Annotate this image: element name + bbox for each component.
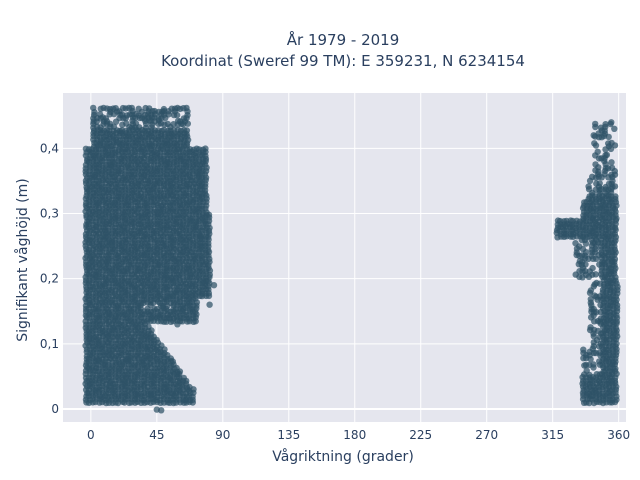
scatter-point [96, 111, 104, 118]
scatter-point [210, 282, 218, 289]
scatter-point [611, 125, 618, 132]
y-tick-label: 0,2 [40, 272, 59, 286]
scatter-point [594, 327, 602, 335]
scatter-point [589, 264, 596, 272]
grid [63, 93, 626, 422]
scatter-point [594, 148, 601, 155]
scatter-point [146, 105, 153, 112]
scatter-points [82, 104, 621, 414]
scatter-point [206, 301, 213, 308]
scatter-point [608, 159, 615, 166]
scatter-point [202, 145, 209, 152]
x-tick-label: 270 [475, 428, 498, 442]
x-tick-label: 45 [149, 428, 164, 442]
scatter-point [164, 120, 171, 128]
scatter-point [180, 374, 187, 382]
y-tick-label: 0,4 [40, 141, 59, 155]
scatter-point [583, 367, 590, 374]
scatter-point [128, 104, 135, 112]
y-tick-label: 0 [51, 402, 59, 416]
x-tick-label: 180 [343, 428, 366, 442]
scatter-point [596, 180, 603, 187]
scatter-point [174, 321, 181, 328]
scatter-point [592, 161, 599, 168]
scatter-point [590, 132, 597, 139]
scatter-point [608, 119, 615, 126]
scatter-point [160, 105, 168, 113]
x-tick-label: 135 [277, 428, 300, 442]
x-tick-labels: 0 45 90 135 180 225 270 315 360 [87, 428, 630, 442]
scatter-point [572, 240, 579, 247]
scatter-point [592, 120, 599, 128]
scatter-point [580, 346, 587, 353]
x-tick-label: 90 [215, 428, 230, 442]
y-tick-label: 0,1 [40, 337, 59, 351]
x-tick-label: 315 [541, 428, 564, 442]
y-axis-label: Signifikant våghöjd (m) [14, 178, 31, 341]
scatter-point [585, 183, 592, 190]
scatter-point [612, 193, 619, 200]
scatter-point [592, 271, 599, 278]
scatter-point [608, 139, 615, 147]
scatter-point [123, 120, 130, 127]
scatter-point [165, 314, 172, 321]
y-tick-label: 0,3 [40, 207, 59, 221]
scatter-point [608, 164, 616, 172]
x-axis-label: Vågriktning (grader) [272, 448, 414, 465]
scatter-point [183, 127, 191, 134]
scatter-point [158, 407, 165, 414]
scatter-point [590, 361, 597, 368]
scatter-point [603, 151, 611, 159]
scatter-point [183, 104, 190, 112]
x-tick-label: 0 [87, 428, 95, 442]
y-tick-labels: 0 0,1 0,2 0,3 0,4 [40, 141, 59, 416]
chart-title-line1: År 1979 - 2019 [287, 30, 400, 49]
chart-title-line2: Koordinat (Sweref 99 TM): E 359231, N 62… [161, 52, 525, 70]
scatter-point [135, 105, 142, 113]
scatter-point [90, 104, 97, 112]
scatter-point [102, 115, 110, 122]
scatter-point [587, 324, 594, 331]
scatter-point [602, 121, 609, 128]
scatter-point [112, 105, 119, 112]
x-tick-label: 360 [607, 428, 630, 442]
scatter-point [591, 140, 598, 147]
x-tick-label: 225 [409, 428, 432, 442]
